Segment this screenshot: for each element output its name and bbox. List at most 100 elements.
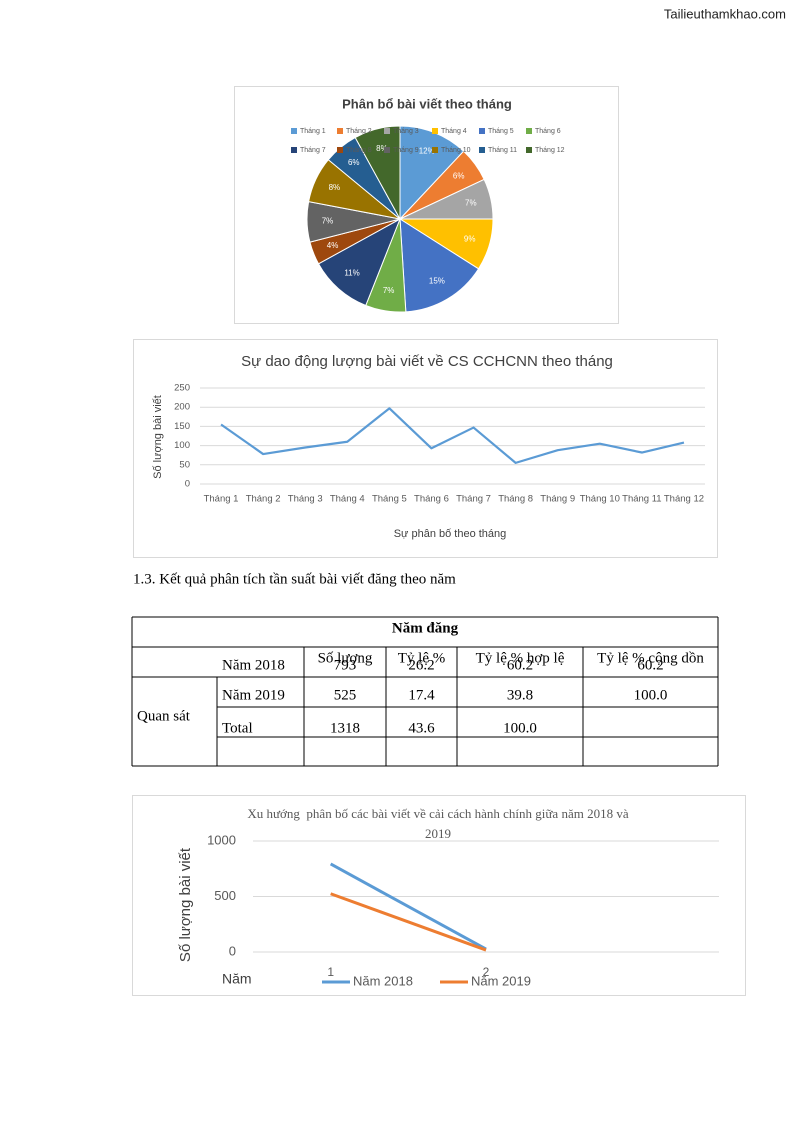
data-label: 12% [419, 147, 435, 156]
x-tick-label: Tháng 5 [372, 494, 407, 505]
legend-label: Tháng 9 [393, 147, 419, 154]
legend-label: Năm 2019 [471, 973, 531, 988]
x-tick-label: Tháng 4 [330, 494, 365, 505]
chart-frame [133, 339, 718, 558]
legend-label: Tháng 6 [535, 128, 561, 135]
legend-swatch [479, 147, 485, 153]
column-header: Tỷ lệ % [398, 650, 445, 666]
data-label: 7% [465, 198, 477, 207]
column-header: Tỷ lệ % hợp lệ [476, 650, 565, 666]
table-cell: 26.2 [408, 657, 434, 673]
legend-label: Tháng 7 [300, 147, 326, 154]
chart-title-line: 2019 [425, 826, 451, 841]
row-label: Năm 2019 [222, 687, 285, 703]
legend-label: Năm 2018 [353, 973, 413, 988]
table-cell: 100.0 [634, 687, 668, 703]
x-tick-label: Tháng 7 [456, 494, 491, 505]
y-axis-label: Số lượng bài viết [177, 847, 194, 962]
row-group: Quan sát [137, 708, 191, 724]
chart-title-line: Xu hướng phân bố các bài viết về cải các… [247, 806, 628, 821]
data-label: 6% [348, 158, 360, 167]
column-header: Tỷ lệ % cộng dồn [597, 650, 704, 666]
x-tick-label: Tháng 11 [622, 494, 661, 505]
legend-swatch [526, 128, 532, 134]
x-tick-label: Tháng 3 [288, 494, 323, 505]
table-cell: 100.0 [503, 720, 537, 736]
y-tick-label: 50 [179, 459, 190, 470]
y-tick-label: 100 [174, 440, 190, 451]
legend-swatch [526, 147, 532, 153]
y-tick-label: 1000 [207, 832, 236, 847]
table-cell: 60.2 [637, 657, 663, 673]
legend-swatch [432, 128, 438, 134]
legend-swatch [479, 128, 485, 134]
chart-frame [132, 795, 746, 996]
legend-label: Tháng 4 [441, 128, 467, 135]
y-tick-label: 500 [214, 888, 236, 903]
legend-label: Tháng 10 [441, 147, 471, 154]
legend-swatch [384, 147, 390, 153]
y-tick-label: 250 [174, 383, 190, 394]
section-heading: 1.3. Kết quả phân tích tần suất bài viết… [133, 571, 456, 587]
data-label: 15% [429, 277, 445, 286]
chart-title: Phân bổ bài viết theo tháng [342, 96, 512, 111]
x-tick-label: Tháng 6 [414, 494, 449, 505]
table-cell: 60.2 [507, 657, 533, 673]
data-label: 8% [329, 183, 341, 192]
data-label: 11% [344, 269, 359, 278]
legend-swatch [432, 147, 438, 153]
y-axis-label: Số lượng bài viết [152, 395, 164, 479]
x-tick-label: Tháng 10 [580, 494, 620, 505]
x-tick-label: Tháng 9 [540, 494, 575, 505]
data-line [220, 407, 685, 464]
data-line [330, 892, 487, 952]
x-tick-label: Tháng 1 [204, 494, 239, 505]
data-label: 8% [376, 144, 388, 153]
legend-swatch [291, 128, 297, 134]
chart-title: Sự dao động lượng bài viết về CS CCHCNN … [241, 353, 613, 370]
table-cell: 525 [334, 687, 357, 703]
table-cell: 1318 [330, 720, 360, 736]
data-label: 7% [322, 216, 334, 225]
data-label: 9% [464, 234, 476, 243]
x-tick-label: 1 [327, 965, 334, 979]
chart-title: Xu hướng phân bố các bài viết về cải các… [247, 806, 628, 841]
table-cell: 17.4 [408, 687, 435, 703]
table-cell: 793 [334, 657, 357, 673]
legend-label: Tháng 11 [488, 147, 517, 154]
row-label: Năm 2018 [222, 657, 285, 673]
legend-swatch [384, 128, 390, 134]
data-label: 6% [453, 171, 465, 180]
watermark: Tailieuthamkhao.com [664, 6, 786, 21]
row-label: Total [222, 720, 253, 736]
x-tick-label: Tháng 8 [498, 494, 533, 505]
pie-slice [399, 218, 480, 313]
legend-swatch [337, 128, 343, 134]
table-cell: 43.6 [408, 720, 435, 736]
x-tick-label: 2 [483, 965, 490, 979]
table-cell: 39.8 [507, 687, 533, 703]
table-title: Năm đăng [392, 620, 459, 636]
data-label: 7% [383, 286, 395, 295]
x-tick-label: Tháng 12 [664, 494, 704, 505]
x-tick-label: Tháng 2 [246, 494, 281, 505]
legend-label: Tháng 5 [488, 128, 514, 135]
y-tick-label: 0 [185, 479, 190, 490]
legend-swatch [337, 147, 343, 153]
legend-label: Tháng 3 [393, 128, 419, 135]
legend-label: Tháng 12 [535, 147, 565, 154]
x-axis-label: Năm [222, 971, 252, 987]
column-header: Số lượng [318, 650, 373, 666]
legend-swatch [291, 147, 297, 153]
legend-label: Tháng 2 [346, 128, 372, 135]
data-label: 4% [327, 241, 339, 250]
y-tick-label: 200 [174, 402, 190, 413]
x-axis-label: Sự phân bố theo tháng [394, 528, 507, 540]
y-tick-label: 150 [174, 421, 190, 432]
legend-label: Tháng 1 [300, 128, 326, 135]
legend-label: Tháng 8 [346, 147, 372, 154]
data-line [329, 862, 487, 951]
y-tick-label: 0 [229, 943, 236, 958]
